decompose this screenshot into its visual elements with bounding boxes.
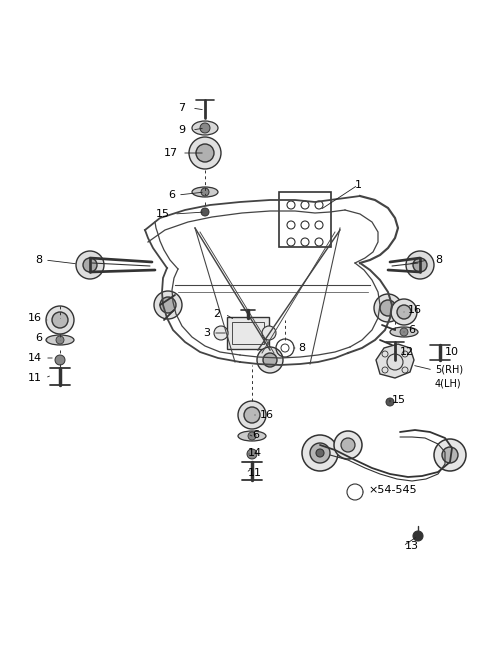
Circle shape [214,326,228,340]
Circle shape [316,449,324,457]
Circle shape [391,299,417,325]
Circle shape [201,208,209,216]
Circle shape [413,531,423,541]
Circle shape [200,123,210,133]
Circle shape [341,438,355,452]
Circle shape [406,251,434,279]
Ellipse shape [390,327,418,337]
Ellipse shape [238,431,266,441]
Text: 3: 3 [203,328,210,338]
Circle shape [160,297,176,313]
Circle shape [434,439,466,471]
Text: 7: 7 [178,103,185,113]
Text: 15: 15 [392,395,406,405]
Text: 11: 11 [248,468,262,478]
Circle shape [413,258,427,272]
Text: 10: 10 [445,347,459,357]
Polygon shape [376,344,414,378]
Circle shape [76,251,104,279]
Circle shape [56,336,64,344]
Text: 15: 15 [156,209,170,219]
Text: 8: 8 [298,343,305,353]
Bar [232,322,264,344]
Text: 13: 13 [405,541,419,551]
Text: 14: 14 [248,448,262,458]
Text: 5(RH): 5(RH) [435,365,463,375]
Text: 16: 16 [260,410,274,420]
Circle shape [196,144,214,162]
Circle shape [55,355,65,365]
Text: 2: 2 [213,309,220,319]
Text: 1: 1 [355,180,362,190]
Circle shape [442,447,458,463]
Text: 9: 9 [178,125,185,135]
Circle shape [248,432,256,440]
Ellipse shape [192,121,218,135]
Bar [279,192,331,247]
Circle shape [189,137,221,169]
Text: 6: 6 [408,325,415,335]
Circle shape [263,353,277,367]
Circle shape [247,449,257,459]
Text: 11: 11 [28,373,42,383]
Circle shape [310,443,330,463]
Text: 8: 8 [35,255,42,265]
Circle shape [302,435,338,471]
Text: 16: 16 [28,313,42,323]
Circle shape [46,306,74,334]
Circle shape [52,312,68,328]
Ellipse shape [192,187,218,197]
Circle shape [400,328,408,336]
Circle shape [380,300,396,316]
Text: 6: 6 [252,430,259,440]
Text: 14: 14 [28,353,42,363]
Text: 6: 6 [35,333,42,343]
Circle shape [397,305,411,319]
Text: 4(LH): 4(LH) [435,379,462,389]
Text: ×54-545: ×54-545 [368,485,417,495]
Circle shape [386,398,394,406]
Circle shape [374,294,402,322]
Text: 8: 8 [435,255,442,265]
Circle shape [244,407,260,423]
Circle shape [257,347,283,373]
Circle shape [201,188,209,196]
Bar [227,317,269,349]
Circle shape [334,431,362,459]
Circle shape [262,326,276,340]
Circle shape [83,258,97,272]
Circle shape [154,291,182,319]
Ellipse shape [46,335,74,345]
Text: 16: 16 [408,305,422,315]
Text: 12: 12 [400,347,414,357]
Circle shape [238,401,266,429]
Text: 6: 6 [168,190,175,200]
Text: 17: 17 [164,148,178,158]
